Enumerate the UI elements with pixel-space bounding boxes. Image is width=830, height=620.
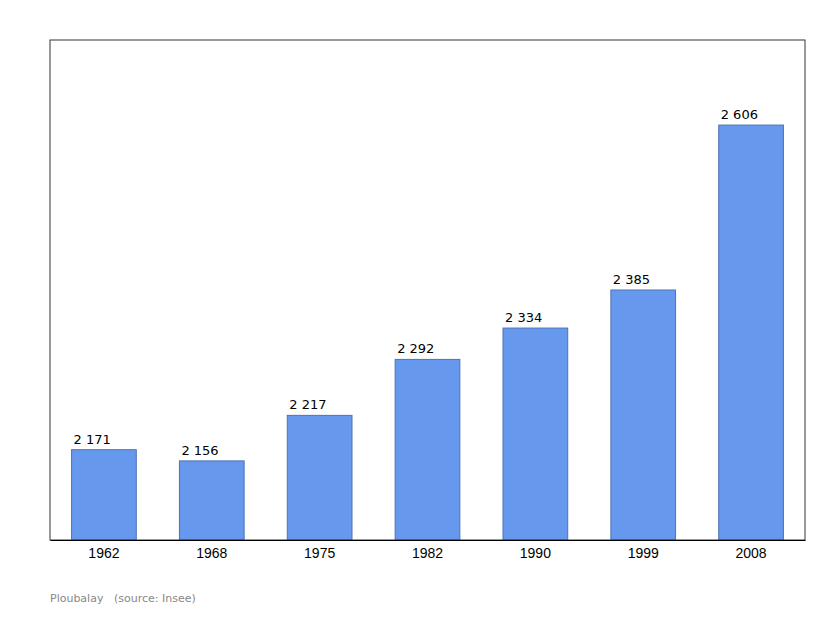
data-label: 2 217 — [289, 397, 326, 412]
x-tick: 1975 — [304, 545, 335, 561]
x-tick-label: 1975 — [304, 545, 335, 561]
x-tick: 2008 — [735, 545, 766, 561]
x-axis-line — [51, 540, 806, 541]
data-label: 2 171 — [74, 432, 111, 447]
data-label: 2 334 — [505, 310, 542, 325]
x-tick: 1968 — [196, 545, 227, 561]
x-tick: 1999 — [628, 545, 659, 561]
bars — [72, 125, 784, 540]
source-note: Ploubalay (source: Insee) — [50, 592, 196, 605]
chart: 19621968197519821990199920082 1712 1562 … — [0, 0, 830, 620]
x-axis: 1962 1968 1975 1982 1990 1999 2008 — [51, 541, 806, 561]
plot: 19621968197519821990199920082 1712 1562 … — [50, 40, 806, 561]
bar — [611, 290, 676, 540]
bar — [287, 415, 352, 540]
bar — [72, 450, 137, 540]
x-tick: 1990 — [520, 545, 551, 561]
x-tick: 1982 — [412, 545, 443, 561]
plot-frame — [50, 40, 805, 540]
x-tick-label: 1999 — [628, 545, 659, 561]
data-label: 2 385 — [613, 272, 650, 287]
x-tick-label: 1982 — [412, 545, 443, 561]
x-tick: 1962 — [88, 545, 119, 561]
data-label: 2 292 — [397, 341, 434, 356]
x-tick-label: 1990 — [520, 545, 551, 561]
bar — [179, 461, 244, 540]
x-tick-label: 1968 — [196, 545, 227, 561]
data-label: 2 606 — [721, 107, 758, 122]
bar — [719, 125, 784, 540]
x-tick-label: 1962 — [88, 545, 119, 561]
data-labels: 2 171 2 156 2 217 2 292 2 334 2 385 2 606 — [74, 107, 758, 458]
bar — [503, 328, 568, 540]
data-label: 2 156 — [181, 443, 218, 458]
x-tick-label: 2008 — [735, 545, 766, 561]
bar — [395, 359, 460, 540]
